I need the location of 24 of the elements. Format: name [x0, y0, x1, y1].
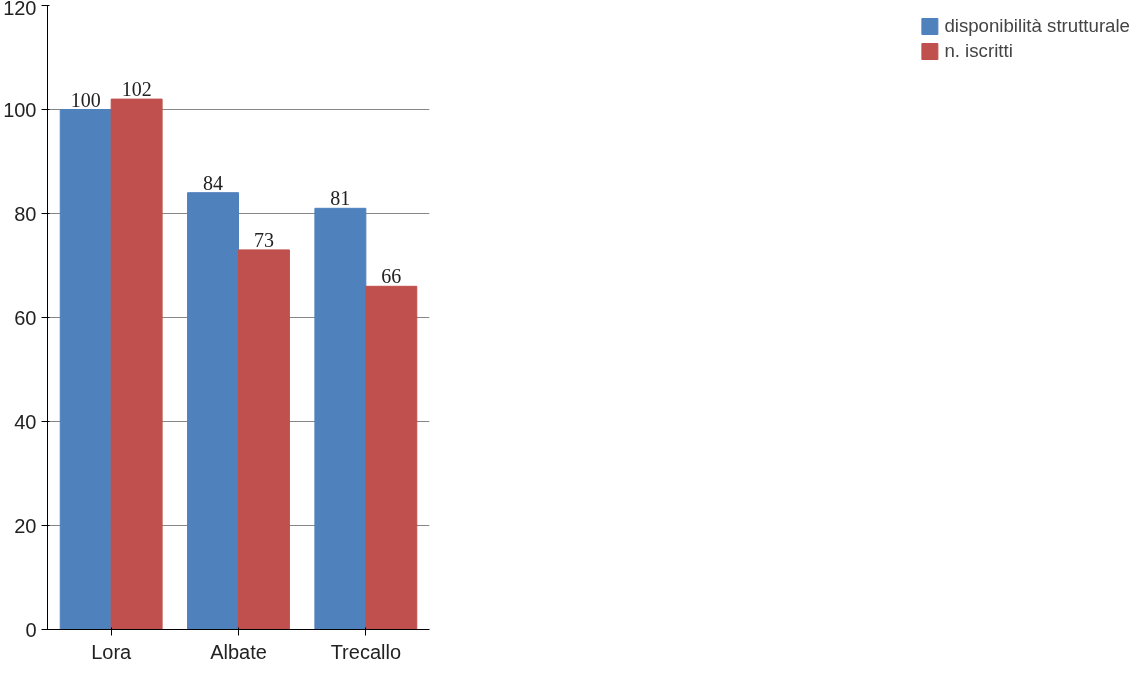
y-tick-label: 120	[3, 0, 37, 19]
legend-label: disponibilità strutturale	[944, 15, 1130, 37]
data-label: 81	[330, 187, 351, 210]
y-tick-label: 60	[14, 306, 37, 329]
data-label: 66	[381, 265, 402, 288]
data-label: 84	[203, 171, 224, 194]
x-tick-label: Albate	[210, 640, 267, 663]
bar	[110, 98, 163, 630]
data-label: 100	[70, 88, 101, 111]
data-label: 102	[121, 78, 152, 101]
bar	[59, 109, 112, 630]
bar	[187, 192, 239, 630]
x-tick-label: Lora	[91, 640, 133, 663]
y-tick-label: 100	[3, 98, 37, 121]
y-tick-label: 80	[14, 202, 37, 225]
data-label: 73	[253, 228, 274, 251]
bar	[365, 285, 418, 630]
y-tick-label: 0	[25, 618, 37, 641]
x-tick-label: Trecallo	[330, 640, 402, 663]
y-tick-label: 20	[14, 514, 37, 537]
y-tick-label: 40	[14, 410, 37, 433]
bar	[238, 249, 290, 630]
bar	[314, 207, 367, 630]
legend-label: n. iscritti	[944, 40, 1013, 62]
